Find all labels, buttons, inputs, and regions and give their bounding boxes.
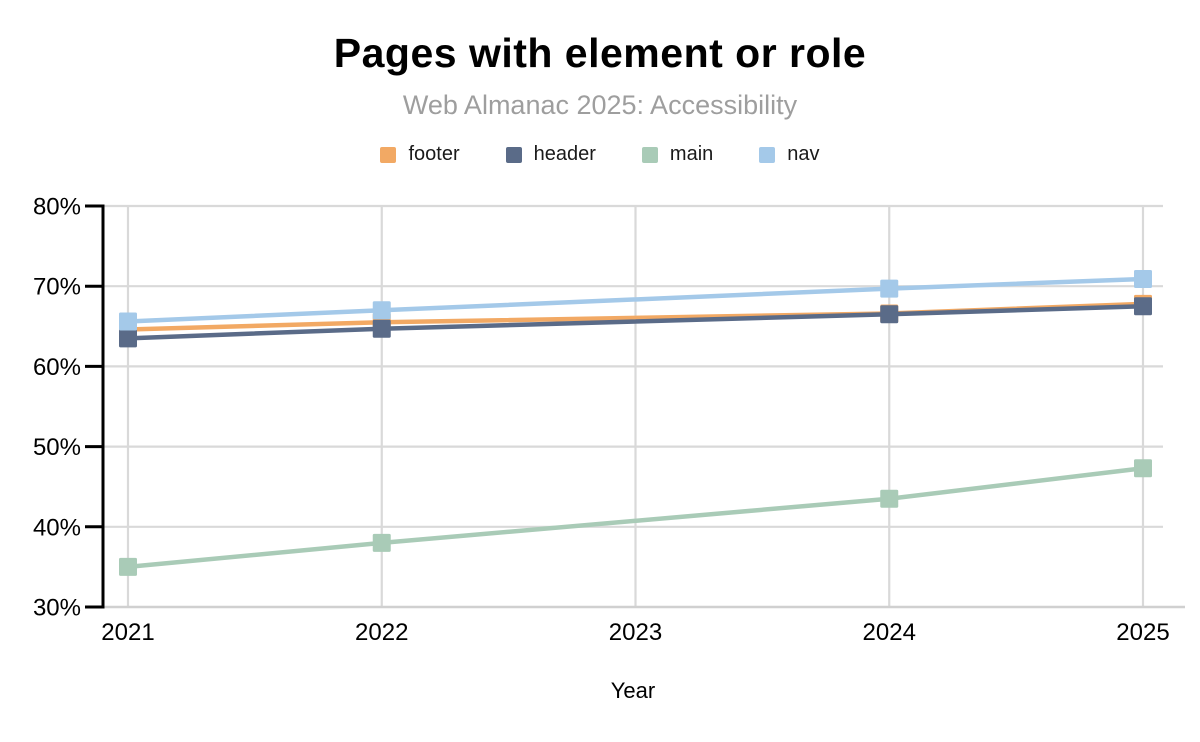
x-tick-label: 2022: [355, 619, 408, 646]
y-tick-label: 70%: [33, 274, 81, 301]
x-axis-title: Year: [611, 678, 655, 703]
legend-swatch-nav-icon: [759, 146, 776, 163]
series-marker-header: [119, 329, 137, 348]
legend-item-header: header: [505, 143, 596, 166]
legend-swatch-footer-icon: [380, 146, 397, 163]
legend-label-footer: footer: [408, 143, 460, 165]
x-tick-label: 2024: [863, 619, 916, 646]
legend-label-header: header: [533, 143, 596, 165]
x-tick-label: 2021: [101, 619, 154, 646]
series-marker-main: [1134, 459, 1152, 478]
y-tick-label: 80%: [33, 194, 81, 221]
series-marker-header: [880, 305, 899, 324]
series-line-nav: [127, 276, 1144, 324]
x-tick-label: 2025: [1116, 619, 1169, 646]
y-tick-label: 40%: [33, 514, 81, 541]
legend-item-main: main: [641, 143, 714, 166]
series-marker-nav: [1134, 269, 1152, 288]
series-marker-nav: [372, 301, 391, 320]
y-tick-label: 30%: [33, 595, 81, 622]
series-marker-nav: [880, 279, 899, 298]
legend-swatch-main-icon: [641, 146, 658, 163]
series-marker-main: [372, 533, 391, 552]
legend-label-nav: nav: [787, 143, 820, 165]
chart-legend: footer header main nav: [0, 143, 1200, 166]
chart-title: Pages with element or role: [333, 30, 867, 76]
y-tick-label: 60%: [33, 354, 81, 381]
x-tick-label: 2023: [609, 619, 662, 646]
series-marker-header: [1134, 297, 1152, 316]
legend-item-nav: nav: [759, 143, 820, 166]
series-marker-nav: [119, 312, 137, 331]
legend-item-footer: footer: [380, 143, 460, 166]
y-tick-label: 50%: [33, 434, 81, 461]
series-line-header: [127, 304, 1144, 341]
series-line-main: [127, 466, 1144, 570]
chart-subtitle: Web Almanac 2025: Accessibility: [402, 90, 798, 120]
legend-label-main: main: [669, 143, 714, 165]
legend-swatch-header-icon: [505, 146, 522, 163]
series-marker-main: [119, 557, 137, 576]
series-marker-main: [880, 489, 899, 508]
series-marker-header: [372, 319, 391, 338]
